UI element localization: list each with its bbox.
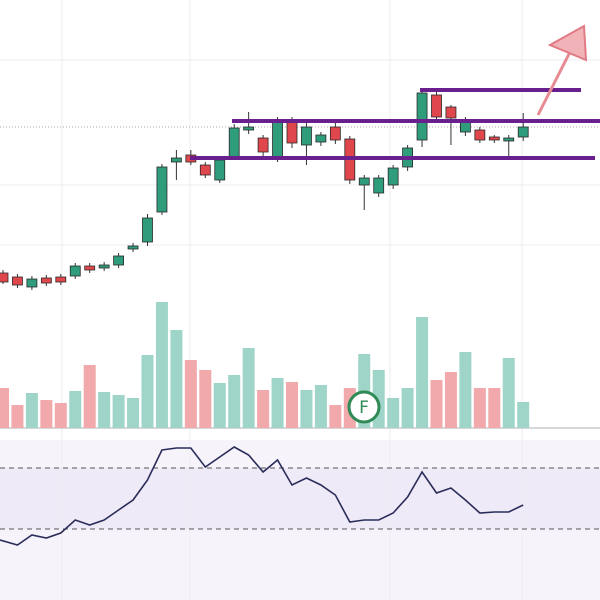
candle-body xyxy=(431,94,442,118)
candle-body xyxy=(272,120,283,159)
volume-bar xyxy=(184,360,197,428)
volume-bar xyxy=(286,382,298,428)
volume-bar xyxy=(430,380,443,428)
volume-bar xyxy=(517,402,530,428)
candle-body xyxy=(257,137,269,153)
volume-bar xyxy=(401,388,414,428)
volume-bar xyxy=(112,395,125,428)
candle-body xyxy=(98,264,110,269)
volume-bar xyxy=(329,405,342,428)
volume-bar xyxy=(54,403,67,428)
drawings xyxy=(190,88,600,160)
volume-bar xyxy=(170,330,183,428)
volume-bar xyxy=(40,400,53,428)
candle-body xyxy=(127,245,139,250)
candle-body xyxy=(199,164,211,176)
candle-body xyxy=(488,136,500,141)
candle-body xyxy=(84,265,96,271)
arrow-shaft xyxy=(536,51,572,116)
candle-body xyxy=(228,127,240,158)
volume-bar xyxy=(314,385,327,428)
candle-body xyxy=(12,276,23,286)
arrow-head xyxy=(547,24,588,62)
volume-bar xyxy=(213,383,226,428)
volume-bar xyxy=(416,317,429,428)
candle-body xyxy=(26,278,38,288)
volume-bar xyxy=(502,358,515,428)
oscillator-line xyxy=(0,446,524,546)
candle-body xyxy=(474,129,486,141)
candle-body xyxy=(358,177,370,186)
oscillator-band xyxy=(0,468,600,529)
candle-body xyxy=(373,177,385,194)
badge-label: F xyxy=(359,398,369,418)
event-badge[interactable]: F xyxy=(347,390,381,424)
candle-body xyxy=(286,120,298,144)
volume-bar xyxy=(141,355,154,428)
candle-body xyxy=(329,126,341,141)
volume-bar xyxy=(83,365,96,428)
volume-bar xyxy=(300,390,313,428)
volume-bar xyxy=(11,405,24,428)
candle-body xyxy=(387,167,399,186)
volume-bar xyxy=(242,348,255,428)
candle-body xyxy=(301,126,312,146)
volume-bar xyxy=(98,392,111,428)
volume-bar xyxy=(271,378,284,428)
badge-circle xyxy=(347,390,381,424)
candle-body xyxy=(40,277,52,284)
candle-body xyxy=(214,159,226,181)
candle-body xyxy=(69,265,81,277)
candle-body xyxy=(315,134,327,143)
candle-body xyxy=(503,137,515,142)
candle-body xyxy=(517,126,529,138)
arrow xyxy=(536,24,588,116)
candle-body xyxy=(0,272,9,283)
volume-bar xyxy=(387,398,400,428)
volume-bar xyxy=(25,393,38,428)
candle-body xyxy=(142,217,153,243)
volume-bar xyxy=(127,398,140,428)
volume-bar xyxy=(444,372,457,428)
candle-body xyxy=(55,276,67,283)
candle-body xyxy=(170,157,182,163)
volume-bar xyxy=(228,375,241,428)
volume-bar xyxy=(459,352,472,428)
volume-bar xyxy=(199,370,212,428)
candle-body xyxy=(243,126,255,131)
volume-bar xyxy=(488,388,501,428)
candle-body xyxy=(156,166,168,213)
volume-bar xyxy=(473,388,486,428)
candle-body xyxy=(113,255,124,266)
volume-bar xyxy=(257,390,270,428)
volume-bar xyxy=(155,302,168,428)
candle-body xyxy=(445,106,457,119)
volume-bar xyxy=(69,391,82,428)
volume-bar xyxy=(0,388,9,428)
candle-body xyxy=(416,92,428,141)
